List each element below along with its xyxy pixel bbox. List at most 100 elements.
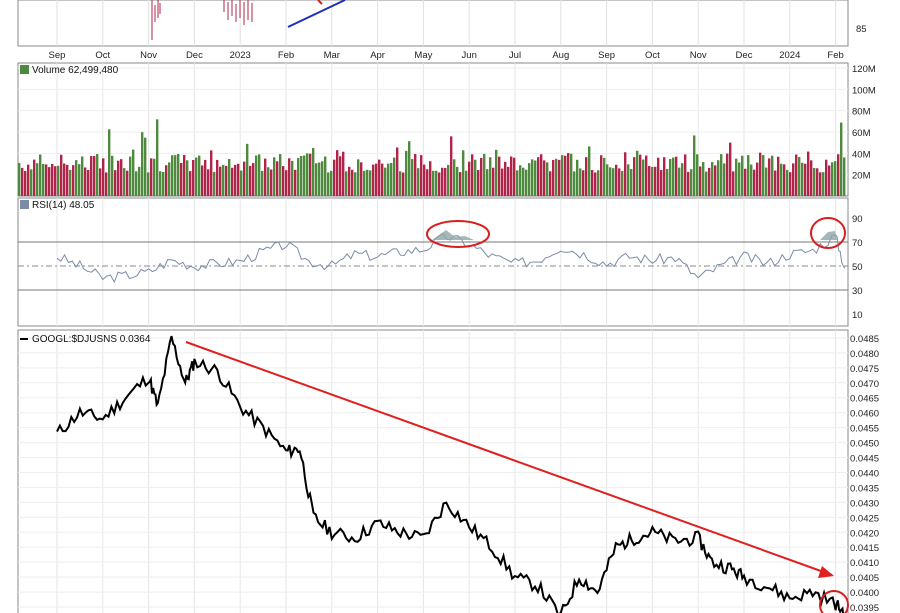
volume-bar [711,162,714,196]
volume-bar [672,157,675,196]
volume-bar [621,170,624,196]
volume-bar [138,166,141,196]
volume-bar [333,159,336,196]
volume-bar [69,169,72,196]
volume-bar [135,171,138,196]
volume-bar [261,170,264,196]
volume-bar [687,171,690,196]
volume-bar [549,171,552,196]
volume-bar [591,169,594,196]
y-axis-label: 10 [852,310,863,321]
volume-bar [171,155,174,196]
volume-bar [132,149,135,196]
volume-bar [741,155,744,196]
volume-bar [561,155,564,196]
rsi-legend-swatch [20,200,29,209]
y-axis-label: 0.0455 [850,424,879,435]
volume-bar [534,160,537,196]
volume-bar [681,163,684,196]
x-axis-label: 2023 [230,50,251,61]
volume-bar [54,166,57,196]
volume-bar [663,157,666,196]
volume-bar [807,151,810,196]
y-axis-label: 70 [852,238,863,249]
volume-bar [285,170,288,196]
volume-bar [162,171,165,196]
volume-bar [810,160,813,196]
volume-bar [816,168,819,196]
x-axis-label: Oct [645,50,660,61]
volume-bar [279,154,282,196]
ratio-panel-frame [17,329,849,613]
volume-bar [639,154,642,196]
volume-bar [60,154,63,196]
volume-bar [30,169,33,196]
volume-bar [636,150,639,196]
price-bars-fragment [151,0,253,40]
volume-bar [795,154,798,196]
volume-bar [495,149,498,196]
rsi-title: RSI(14) 48.05 [32,200,95,211]
volume-bar [24,171,27,196]
volume-bar [393,157,396,196]
volume-bar [585,157,588,196]
volume-bar [837,154,840,196]
volume-bar [714,165,717,196]
volume-bar [696,154,699,196]
volume-bar [330,170,333,196]
top-panel-frame [17,0,849,47]
volume-bar [195,157,198,196]
volume-bar [156,119,159,196]
y-axis-label: 0.0395 [850,603,879,613]
volume-bar [360,162,363,196]
volume-bar [570,153,573,196]
y-axis-label: 0.0415 [850,543,879,554]
y-axis-label: 0.0445 [850,454,879,465]
y-axis-label: 0.0410 [850,558,879,569]
volume-bar [804,163,807,196]
volume-bar [129,156,132,196]
volume-bar [222,164,225,196]
volume-bar [753,169,756,196]
volume-bar [402,172,405,196]
volume-bar [174,155,177,196]
ratio-panel: GOOGL:$DJUSNS 0.0364 0.04850.04800.04750… [17,329,879,613]
y-axis-label: 0.0465 [850,394,879,405]
volume-bar [144,137,147,196]
volume-bar [372,164,375,196]
volume-bar [588,146,591,196]
y-axis-label: 0.0405 [850,573,879,584]
x-axis-label: Sep [49,50,66,61]
volume-bar [492,167,495,196]
volume-bar [789,172,792,196]
volume-bar [657,157,660,196]
volume-bar [843,157,846,196]
volume-bar [36,163,39,196]
volume-bar [354,172,357,196]
volume-bar [99,168,102,196]
volume-panel: Volume 62,499,480 120M 100M 80M 60M 40M 20M [17,62,876,197]
volume-bar [363,170,366,196]
volume-bar [273,157,276,196]
volume-bar [246,143,249,196]
volume-bar [513,157,516,196]
volume-bar [471,154,474,196]
volume-bar [309,153,312,196]
volume-bar [105,172,108,196]
volume-bar [726,153,729,196]
volume-bar [684,154,687,196]
volume-bar [504,161,507,196]
volume-bar [111,155,114,196]
y-axis-label: 0.0460 [850,409,879,420]
y-axis-label: 30 [852,286,863,297]
volume-bar [660,169,663,196]
volume-bar [624,152,627,196]
volume-bar [489,157,492,196]
volume-bar [459,172,462,196]
volume-bar [204,159,207,196]
volume-bar [675,156,678,196]
volume-bar [744,168,747,196]
volume-bar [429,161,432,196]
volume-bar [336,150,339,196]
